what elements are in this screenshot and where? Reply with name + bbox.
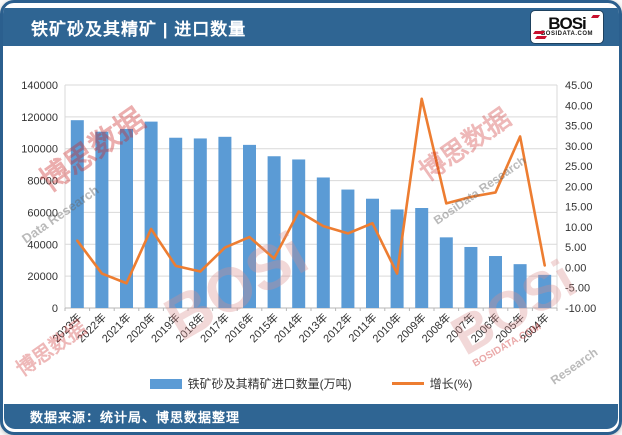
logo-domain-text: BOSIDATA.COM bbox=[540, 31, 594, 37]
x-axis-labels: 2023年2022年2021年2020年2019年2018年2017年2016年… bbox=[49, 310, 551, 345]
bar-2022年 bbox=[95, 131, 109, 308]
bar-2019年 bbox=[169, 137, 183, 308]
bar-2014年 bbox=[292, 159, 306, 308]
right-axis-tick-label: -10.00 bbox=[565, 303, 596, 315]
data-source-text: 数据来源：统计局、博思数据整理 bbox=[30, 410, 241, 425]
right-axis-tick-label: -5.00 bbox=[565, 283, 590, 295]
growth-line bbox=[76, 97, 547, 285]
right-axis-tick-label: 10.00 bbox=[565, 222, 593, 234]
bar-2011年 bbox=[366, 198, 379, 308]
bar-2021年 bbox=[120, 128, 133, 308]
left-axis-tick-label: 40000 bbox=[27, 239, 58, 251]
bar-2015年 bbox=[267, 156, 281, 308]
right-axis-tick-label: 5.00 bbox=[565, 242, 586, 254]
bar-2009年 bbox=[415, 208, 429, 308]
logo-brand-text: BOSi bbox=[548, 14, 587, 33]
right-axis-tick-label: 40.00 bbox=[565, 100, 593, 112]
logo-stripe-icon bbox=[534, 36, 548, 39]
bar-series bbox=[70, 120, 552, 309]
bar-2017年 bbox=[218, 136, 232, 308]
right-axis-tick-label: 30.00 bbox=[565, 141, 593, 153]
page-title: 铁矿砂及其精矿 | 进口数量 bbox=[31, 19, 247, 39]
right-axis-tick-label: 25.00 bbox=[565, 161, 593, 173]
bar-2016年 bbox=[243, 144, 256, 308]
bar-2010年 bbox=[390, 209, 404, 308]
bar-2023年 bbox=[70, 120, 84, 308]
footer-bar: 数据来源：统计局、博思数据整理 bbox=[4, 404, 618, 429]
right-axis-tick-label: 35.00 bbox=[565, 121, 593, 133]
left-axis-tick-label: 20000 bbox=[27, 271, 58, 283]
bar-2004年 bbox=[538, 274, 552, 308]
right-axis-tick-label: 45.00 bbox=[565, 80, 593, 92]
right-axis-tick-label: 20.00 bbox=[565, 181, 593, 193]
bar-2020年 bbox=[144, 121, 158, 309]
bar-2012年 bbox=[341, 189, 355, 308]
chart-area: 0 20000 40000 60000 80000 100000 120000 140000 -… bbox=[3, 46, 619, 404]
bosi-logo: BOSi BOSIDATA.COM bbox=[531, 11, 603, 43]
bar-2006年 bbox=[489, 256, 502, 308]
right-axis-tick-label: 0.00 bbox=[565, 262, 586, 274]
right-axis-labels: -10.00 -5.00 0.00 5.00 10.00 15.00 20.00 25.00 3… bbox=[565, 80, 596, 315]
left-axis-tick-label: 80000 bbox=[27, 176, 58, 188]
bar-2018年 bbox=[193, 138, 207, 308]
bar-2005年 bbox=[513, 264, 527, 308]
left-axis-tick-label: 120000 bbox=[21, 112, 58, 124]
gridlines bbox=[64, 84, 558, 308]
left-axis-tick-label: 100000 bbox=[21, 144, 58, 156]
left-axis-tick-label: 140000 bbox=[21, 80, 58, 92]
header-bar: 铁矿砂及其精矿 | 进口数量 BOSi BOSIDATA.COM bbox=[3, 8, 619, 46]
left-axis-labels: 0 20000 40000 60000 80000 100000 120000 140000 bbox=[21, 80, 58, 315]
logo-stripe-icon bbox=[532, 31, 546, 34]
bar-2007年 bbox=[464, 246, 478, 308]
right-axis-tick-label: 15.00 bbox=[565, 202, 593, 214]
bar-2008年 bbox=[439, 237, 453, 308]
left-axis-tick-label: 0 bbox=[52, 303, 58, 315]
bar-2013年 bbox=[316, 177, 330, 308]
logo-stripe-icon bbox=[590, 15, 601, 18]
import-volume-growth-chart: 0 20000 40000 60000 80000 100000 120000 140000 -… bbox=[21, 80, 596, 345]
x-axis bbox=[64, 307, 558, 311]
left-axis-tick-label: 60000 bbox=[27, 207, 58, 219]
